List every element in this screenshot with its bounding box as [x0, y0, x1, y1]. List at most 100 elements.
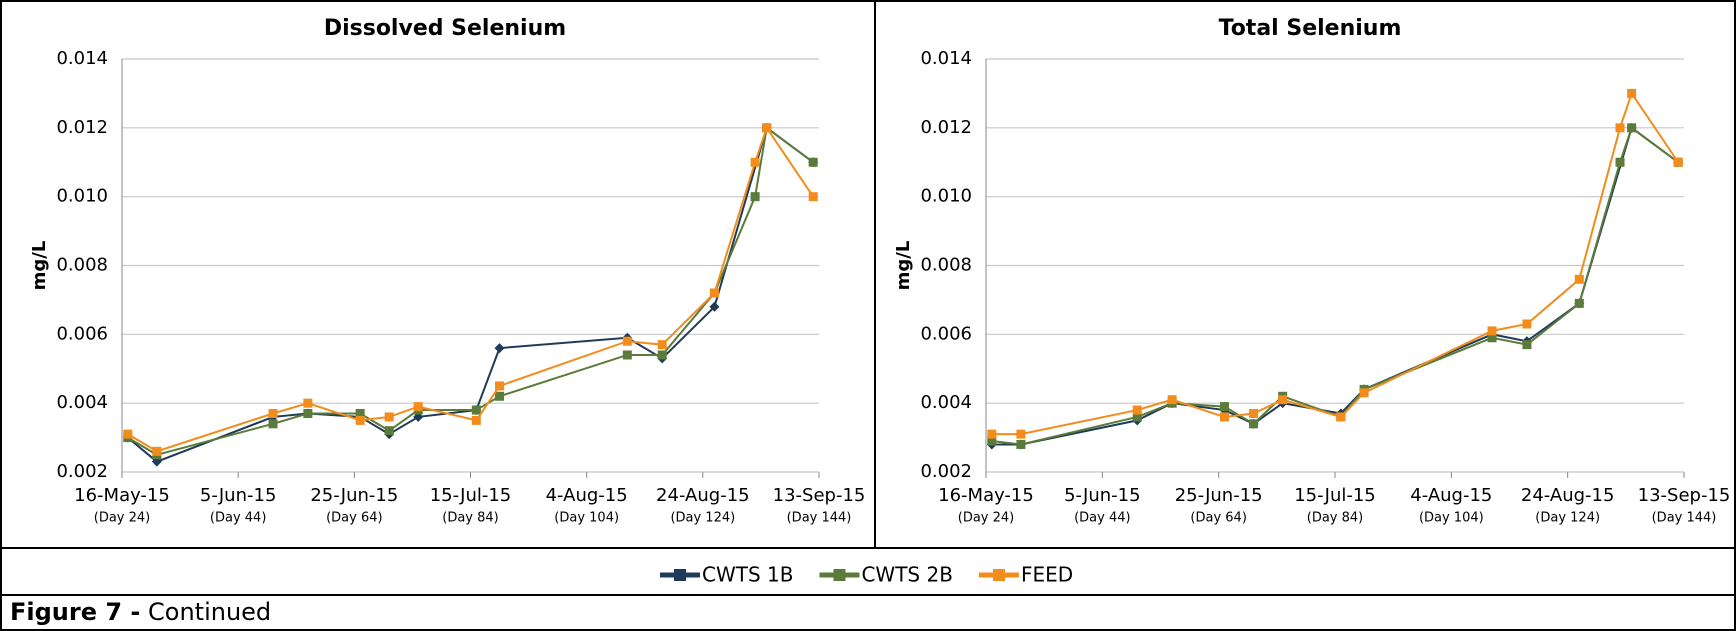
- marker: [1615, 123, 1625, 133]
- marker: [808, 157, 818, 167]
- marker: [384, 412, 394, 422]
- x-tick-sublabel: (Day 84): [442, 511, 499, 526]
- y-tick-label: 0.012: [920, 117, 972, 138]
- y-tick-label: 0.006: [56, 323, 108, 344]
- marker: [1132, 412, 1142, 422]
- x-tick-label: 16-May-15: [74, 485, 170, 506]
- x-tick-label: 16-May-15: [938, 485, 1034, 506]
- marker: [355, 415, 365, 425]
- x-tick-sublabel: (Day 84): [1307, 511, 1364, 526]
- marker: [1522, 340, 1532, 350]
- caption-label: Figure 7 -: [10, 598, 140, 626]
- marker: [657, 350, 667, 360]
- marker: [1132, 405, 1142, 415]
- x-tick-label: 4-Aug-15: [546, 485, 628, 506]
- y-tick-label: 0.006: [920, 323, 972, 344]
- x-tick-label: 15-Jul-15: [1294, 485, 1376, 506]
- x-tick-sublabel: (Day 44): [210, 511, 267, 526]
- x-tick-label: 24-Aug-15: [1521, 485, 1615, 506]
- x-tick-label: 5-Jun-15: [1064, 485, 1140, 506]
- y-tick-label: 0.014: [920, 48, 972, 69]
- marker: [413, 402, 423, 412]
- marker: [709, 301, 720, 312]
- x-tick-label: 5-Jun-15: [200, 485, 276, 506]
- marker: [495, 381, 505, 391]
- marker: [1278, 395, 1288, 405]
- marker: [123, 429, 133, 439]
- series-line: [991, 126, 1679, 446]
- marker: [1359, 388, 1369, 398]
- legend-label: CWTS 1B: [702, 563, 793, 587]
- marker: [303, 408, 313, 418]
- x-tick-label: 25-Jun-15: [310, 485, 398, 506]
- x-tick-sublabel: (Day 64): [1190, 511, 1247, 526]
- marker: [384, 426, 394, 436]
- marker: [1219, 402, 1229, 412]
- marker: [1487, 326, 1497, 336]
- caption: Figure 7 - Continued: [10, 598, 271, 626]
- marker: [495, 391, 505, 401]
- marker: [1574, 298, 1584, 308]
- marker: [808, 192, 818, 202]
- marker: [494, 343, 505, 354]
- y-tick-label: 0.010: [56, 186, 108, 207]
- marker: [1219, 412, 1229, 422]
- marker: [622, 350, 632, 360]
- x-tick-label: 13-Sep-15: [1638, 485, 1731, 506]
- marker: [709, 288, 719, 298]
- y-axis-label: mg/L: [893, 241, 914, 291]
- marker: [750, 157, 760, 167]
- x-tick-sublabel: (Day 44): [1074, 511, 1131, 526]
- chart-title: Dissolved Selenium: [324, 16, 566, 41]
- marker: [987, 429, 997, 439]
- x-tick-sublabel: (Day 124): [1535, 511, 1600, 526]
- marker: [268, 419, 278, 429]
- legend-label: FEED: [1021, 563, 1073, 587]
- marker: [1627, 88, 1637, 98]
- marker: [268, 408, 278, 418]
- marker: [303, 398, 313, 408]
- caption-text: Continued: [148, 598, 271, 626]
- marker: [750, 192, 760, 202]
- legend-marker: [674, 569, 686, 581]
- legend-label: CWTS 2B: [861, 563, 952, 587]
- x-tick-sublabel: (Day 64): [326, 511, 383, 526]
- x-tick-sublabel: (Day 124): [670, 511, 735, 526]
- x-tick-sublabel: (Day 24): [958, 511, 1015, 526]
- y-tick-label: 0.004: [56, 392, 108, 413]
- marker: [152, 446, 162, 456]
- marker: [987, 436, 997, 446]
- x-tick-sublabel: (Day 104): [1419, 511, 1484, 526]
- marker: [762, 123, 772, 133]
- x-tick-sublabel: (Day 24): [94, 511, 151, 526]
- x-tick-label: 25-Jun-15: [1175, 485, 1263, 506]
- y-tick-label: 0.008: [920, 255, 972, 276]
- marker: [657, 340, 667, 350]
- marker: [471, 415, 481, 425]
- legend-marker: [833, 569, 846, 581]
- marker: [355, 408, 365, 418]
- x-tick-label: 13-Sep-15: [773, 485, 866, 506]
- marker: [1522, 319, 1532, 329]
- y-axis-label: mg/L: [29, 241, 50, 291]
- marker: [1249, 419, 1259, 429]
- series-line: [991, 91, 1680, 436]
- marker: [1627, 123, 1637, 133]
- x-tick-label: 4-Aug-15: [1410, 485, 1492, 506]
- marker: [1016, 439, 1026, 449]
- y-tick-label: 0.008: [56, 255, 108, 276]
- marker: [622, 336, 632, 346]
- chart-title: Total Selenium: [1219, 16, 1402, 41]
- y-tick-label: 0.004: [920, 392, 972, 413]
- y-tick-label: 0.010: [920, 186, 972, 207]
- legend-marker: [992, 569, 1005, 581]
- series-line: [991, 126, 1679, 446]
- x-tick-label: 24-Aug-15: [656, 485, 750, 506]
- marker: [1673, 157, 1683, 167]
- marker: [1167, 395, 1177, 405]
- marker: [1016, 429, 1026, 439]
- y-tick-label: 0.002: [56, 461, 108, 482]
- y-tick-label: 0.002: [920, 461, 972, 482]
